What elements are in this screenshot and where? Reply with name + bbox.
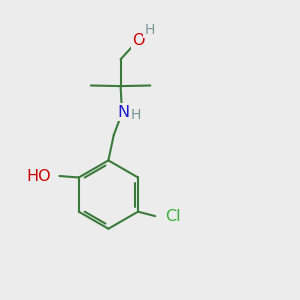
- Text: HO: HO: [26, 169, 51, 184]
- Text: O: O: [132, 33, 145, 48]
- Text: N: N: [118, 105, 130, 120]
- Text: H: H: [130, 108, 141, 122]
- Text: Cl: Cl: [165, 208, 180, 224]
- Text: H: H: [144, 23, 154, 37]
